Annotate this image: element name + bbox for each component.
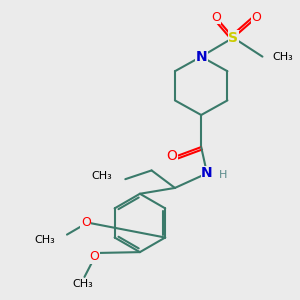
Text: N: N	[195, 50, 207, 64]
Text: CH₃: CH₃	[273, 52, 293, 61]
Text: N: N	[201, 166, 213, 180]
Text: CH₃: CH₃	[92, 171, 112, 181]
Text: O: O	[211, 11, 221, 24]
Text: CH₃: CH₃	[34, 236, 55, 245]
Text: O: O	[167, 149, 177, 163]
Text: O: O	[81, 216, 91, 230]
Text: S: S	[228, 31, 238, 45]
Text: CH₃: CH₃	[73, 279, 93, 289]
Text: H: H	[219, 170, 227, 180]
Text: O: O	[252, 11, 262, 24]
Text: O: O	[90, 250, 100, 263]
